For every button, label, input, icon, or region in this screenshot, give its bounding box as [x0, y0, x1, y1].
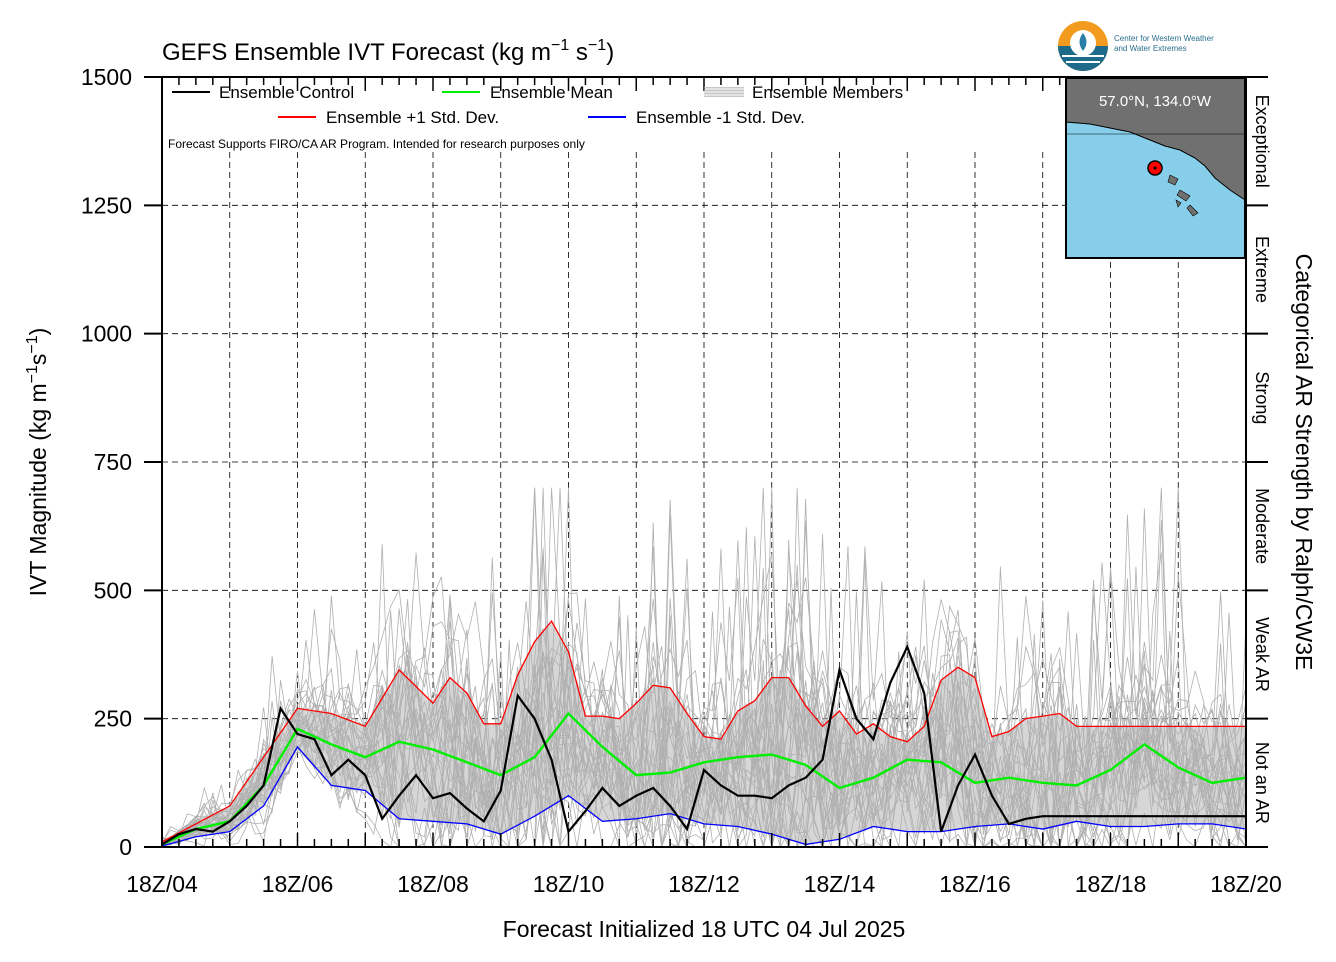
x-tick-label: 18Z/16: [939, 871, 1011, 897]
y-tick-label: 1000: [81, 321, 132, 347]
legend-label: Ensemble Members: [752, 83, 903, 102]
x-tick-label: 18Z/12: [668, 871, 740, 897]
logo-text-line2: and Water Extremes: [1114, 44, 1187, 53]
x-axis-label: Forecast Initialized 18 UTC 04 Jul 2025: [503, 916, 906, 942]
research-note: Forecast Supports FIRO/CA AR Program. In…: [168, 137, 585, 151]
y-tick-label: 250: [94, 706, 132, 732]
y-tick-label: 1250: [81, 192, 132, 218]
ensemble-member-line: [161, 553, 1247, 849]
category-axis: Not an AR Weak AR Moderate Strong Extreme Exc…: [1246, 76, 1272, 848]
x-tick-label: 18Z/04: [126, 871, 198, 897]
category-label: Extreme: [1252, 236, 1272, 303]
control-line: [161, 643, 1246, 846]
series-lines: [161, 619, 1247, 847]
y-tick-label: 500: [94, 577, 132, 603]
ensemble-member-line: [161, 487, 1247, 848]
y-tick-label: 0: [119, 834, 132, 860]
legend-label: Ensemble Mean: [490, 83, 613, 102]
chart-title: GEFS Ensemble IVT Forecast (kg m−1 s−1): [162, 37, 614, 66]
legend-label: Ensemble -1 Std. Dev.: [636, 108, 805, 127]
map-coordinates: 57.0°N, 134.0°W: [1099, 93, 1212, 110]
x-tick-label: 18Z/20: [1210, 871, 1282, 897]
category-label: Exceptional: [1252, 95, 1272, 188]
ensemble-member-line: [161, 546, 1247, 848]
legend-label: Ensemble +1 Std. Dev.: [326, 108, 499, 127]
legend: Ensemble Control Ensemble Mean Ensemble Me…: [172, 83, 903, 127]
category-label: Weak AR: [1252, 617, 1272, 692]
plus-std-line: [161, 619, 1246, 843]
inset-map: 57.0°N, 134.0°W: [1065, 77, 1246, 259]
cw3e-logo: Center for Western Weather and Water Ext…: [1058, 21, 1214, 71]
y-axis: 0 250 500 750 1000 1250 1500: [81, 64, 162, 860]
logo-text-line1: Center for Western Weather: [1114, 34, 1214, 43]
legend-label: Ensemble Control: [219, 83, 354, 102]
y-axis-label: IVT Magnitude (kg m−1s−1): [24, 328, 51, 597]
category-label: Moderate: [1252, 488, 1272, 564]
minus-std-line: [161, 745, 1247, 847]
x-tick-label: 18Z/14: [804, 871, 876, 897]
y-tick-label: 1500: [81, 64, 132, 90]
ensemble-member-line: [161, 557, 1247, 848]
category-label: Strong: [1252, 371, 1272, 424]
y-tick-label: 750: [94, 449, 132, 475]
x-axis: 18Z/04 18Z/06 18Z/08 18Z/10 18Z/12 18Z/14 18Z/…: [126, 77, 1282, 897]
right-axis-label: Categorical AR Strength by Ralph/CW3E: [1291, 254, 1317, 671]
x-tick-label: 18Z/08: [397, 871, 469, 897]
ensemble-member-line: [161, 487, 1247, 848]
x-tick-label: 18Z/18: [1075, 871, 1147, 897]
category-label: Not an AR: [1252, 742, 1272, 824]
ensemble-member-line: [161, 540, 1247, 849]
ensemble-member-line: [161, 487, 1247, 848]
ensemble-member-line: [161, 508, 1247, 848]
x-tick-label: 18Z/10: [533, 871, 605, 897]
mean-line: [161, 711, 1247, 846]
x-tick-label: 18Z/06: [262, 871, 334, 897]
